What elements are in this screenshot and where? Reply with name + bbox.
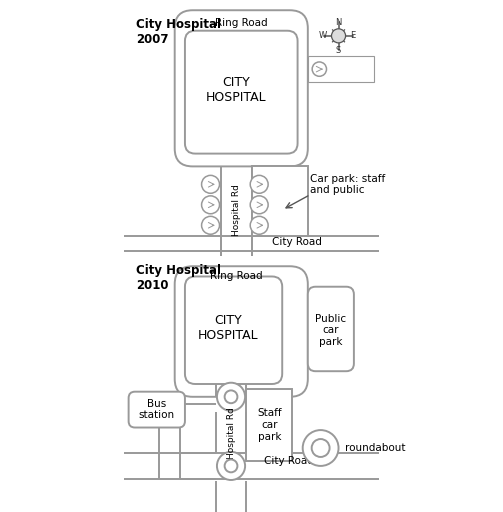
Circle shape — [202, 196, 219, 214]
Text: Bus stop: Bus stop — [331, 64, 373, 74]
Circle shape — [312, 62, 326, 76]
Circle shape — [312, 439, 329, 457]
FancyBboxPatch shape — [175, 10, 308, 166]
Text: Hospital Rd: Hospital Rd — [226, 407, 235, 459]
Text: City Hospital
2010: City Hospital 2010 — [136, 264, 221, 292]
Circle shape — [250, 175, 268, 193]
Circle shape — [217, 383, 245, 411]
Text: S: S — [336, 46, 341, 55]
Text: roundabout: roundabout — [345, 443, 405, 453]
Text: E: E — [350, 31, 356, 40]
Circle shape — [250, 216, 268, 234]
Circle shape — [202, 216, 219, 234]
Circle shape — [331, 29, 346, 43]
Text: W: W — [319, 31, 327, 40]
Circle shape — [250, 196, 268, 214]
Bar — [252, 166, 308, 236]
Circle shape — [217, 452, 245, 480]
Circle shape — [225, 460, 237, 472]
Text: Car park: staff
and public: Car park: staff and public — [310, 174, 386, 195]
Text: N: N — [336, 18, 342, 27]
FancyBboxPatch shape — [185, 31, 298, 154]
Circle shape — [225, 390, 237, 403]
Bar — [308, 56, 374, 82]
Text: City Road: City Road — [272, 237, 322, 247]
Bar — [246, 389, 292, 461]
Circle shape — [303, 430, 339, 466]
FancyBboxPatch shape — [185, 276, 282, 384]
Text: Staff
car
park: Staff car park — [257, 409, 282, 441]
Text: CITY
HOSPITAL: CITY HOSPITAL — [198, 314, 259, 342]
Text: City Road: City Road — [264, 456, 314, 466]
Text: Bus
station: Bus station — [139, 399, 175, 420]
FancyBboxPatch shape — [175, 266, 308, 397]
Circle shape — [202, 175, 219, 193]
Text: CITY
HOSPITAL: CITY HOSPITAL — [206, 76, 267, 103]
Text: City Hospital
2007: City Hospital 2007 — [136, 18, 221, 46]
Text: Public
car
park: Public car park — [315, 314, 347, 347]
Text: Hospital Rd: Hospital Rd — [232, 184, 240, 236]
FancyBboxPatch shape — [308, 287, 354, 371]
Text: Ring Road: Ring Road — [210, 271, 263, 282]
FancyBboxPatch shape — [129, 392, 185, 428]
Text: Ring Road: Ring Road — [215, 18, 268, 28]
